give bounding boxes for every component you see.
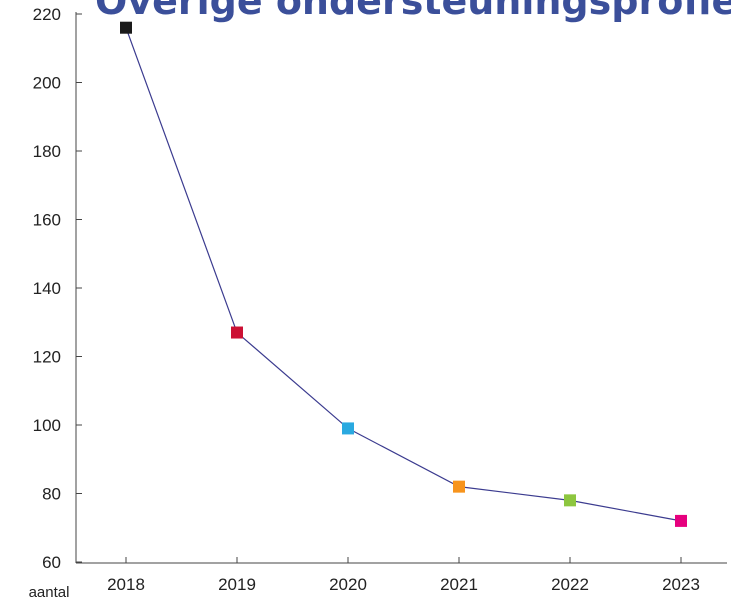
x-tick-label: 2019: [218, 575, 256, 594]
x-tick-label: 2021: [440, 575, 478, 594]
y-tick-label: 160: [33, 211, 61, 230]
data-point-2018: [120, 21, 132, 34]
data-point-2019: [231, 326, 243, 339]
y-tick-label: 180: [33, 142, 61, 161]
y-tick-label: 100: [33, 416, 61, 435]
x-tick-label: 2020: [329, 575, 367, 594]
y-tick-label: 80: [42, 485, 61, 504]
x-tick-label: 2018: [107, 575, 145, 594]
series-line: [125, 27, 682, 522]
data-point-2022: [564, 494, 576, 507]
y-tick-label: 140: [33, 279, 61, 298]
data-point-2023: [675, 514, 687, 527]
data-point-2021: [453, 480, 465, 493]
y-tick-label: 120: [33, 348, 61, 367]
x-tick-label: 2023: [662, 575, 700, 594]
y-tick-label: 60: [42, 553, 61, 572]
y-axis-label: aantal: [29, 584, 70, 600]
y-tick-label: 220: [33, 5, 61, 24]
x-tick-label: 2022: [551, 575, 589, 594]
data-point-2020: [342, 422, 354, 435]
y-tick-label: 200: [33, 74, 61, 93]
chart-title: Overige ondersteuningsprofielen: [95, 0, 731, 23]
